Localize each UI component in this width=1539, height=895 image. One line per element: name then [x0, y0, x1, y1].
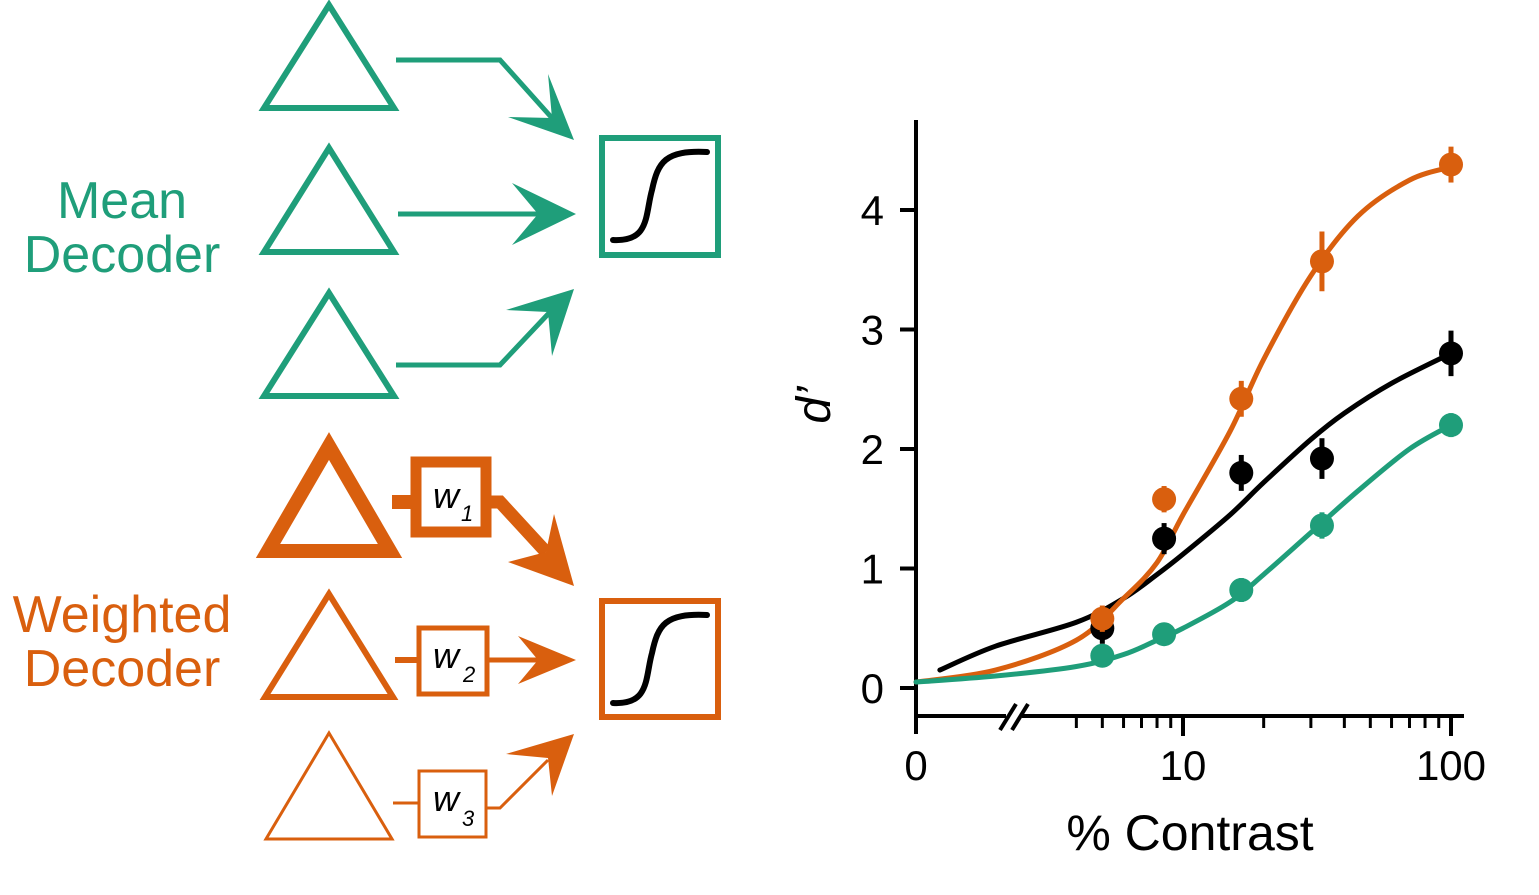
weight-1-subscript: 1 — [461, 501, 473, 526]
weighted-decoder-group: Weighted Decoder w 1 w 2 w 3 — [13, 432, 721, 841]
arrowhead-icon — [506, 289, 574, 356]
sigmoid-icon — [610, 611, 710, 707]
connection-arrow-icon — [487, 758, 550, 810]
weight-1-label: w — [433, 475, 461, 516]
weight-3-subscript: 3 — [462, 806, 475, 831]
data-point — [1229, 460, 1254, 485]
data-point — [1439, 413, 1463, 438]
neuron-triangle-icon — [259, 588, 399, 700]
arrowhead-icon — [508, 514, 574, 586]
y-tick-label: 1 — [861, 546, 884, 593]
y-tick-label: 3 — [861, 307, 884, 354]
connection-arrow-icon — [488, 495, 551, 557]
readout-box — [599, 598, 721, 720]
neuron-triangle-icon — [255, 432, 403, 558]
mean-decoder-group: Mean Decoder — [24, 0, 721, 399]
data-point — [1439, 341, 1463, 366]
x-tick-label: 100 — [1416, 742, 1486, 789]
connection-arrow-icon — [396, 57, 554, 120]
neuron-triangle-icon — [258, 142, 400, 255]
fit-curve — [937, 350, 1454, 673]
mean-decoder-label-line1: Mean — [57, 172, 187, 230]
weight-2-subscript: 2 — [462, 662, 475, 687]
arrowhead-icon — [506, 734, 574, 796]
x-ticks: 0 10 100 — [904, 716, 1486, 789]
arrowhead-icon — [512, 183, 576, 245]
y-tick-label: 0 — [861, 665, 884, 712]
connection-arrow-icon — [396, 310, 552, 368]
data-point — [1439, 152, 1463, 177]
weighted-decoder-label-line1: Weighted — [13, 586, 232, 644]
axis-break-mark — [998, 702, 1018, 732]
y-tick-label: 2 — [861, 426, 884, 473]
mean-decoder-label-line2: Decoder — [24, 226, 221, 284]
sigmoid-icon — [610, 148, 710, 244]
fit-curve — [913, 164, 1454, 685]
axis-break-mark — [1010, 702, 1030, 732]
neuron-triangle-icon — [258, 0, 400, 111]
data-point — [1309, 446, 1334, 471]
weight-2-label: w — [433, 635, 461, 676]
data-point — [1309, 249, 1334, 274]
y-axis-label: d’ — [788, 385, 841, 424]
x-tick-label: 10 — [1160, 742, 1207, 789]
fit-curves — [913, 164, 1454, 685]
weight-box-1 — [410, 456, 492, 538]
x-axis-label: % Contrast — [1066, 805, 1313, 861]
data-point — [1229, 578, 1254, 603]
weight-box-3 — [417, 769, 488, 839]
dprime-chart: 0 1 2 3 4 0 10 100 % Contrast d’ — [788, 120, 1486, 861]
y-tick-label: 4 — [861, 187, 884, 234]
data-point — [1090, 643, 1115, 668]
data-point — [1152, 487, 1177, 512]
data-point — [1309, 513, 1334, 538]
weighted-decoder-label-line2: Decoder — [24, 640, 221, 698]
weight-3-label: w — [433, 778, 461, 819]
fit-curve — [913, 422, 1454, 685]
arrowhead-icon — [508, 74, 574, 140]
arrowhead-icon — [518, 636, 576, 684]
y-ticks: 0 1 2 3 4 — [861, 187, 916, 712]
x-tick-label: 0 — [904, 742, 927, 789]
data-point — [1152, 622, 1177, 647]
neuron-triangle-icon — [263, 730, 395, 841]
weight-box-2 — [416, 625, 490, 697]
data-point — [1229, 386, 1254, 411]
neuron-triangle-icon — [258, 287, 400, 399]
data-point — [1090, 606, 1115, 631]
data-point — [1152, 526, 1177, 551]
data-points — [1090, 146, 1463, 668]
readout-box — [599, 135, 721, 258]
